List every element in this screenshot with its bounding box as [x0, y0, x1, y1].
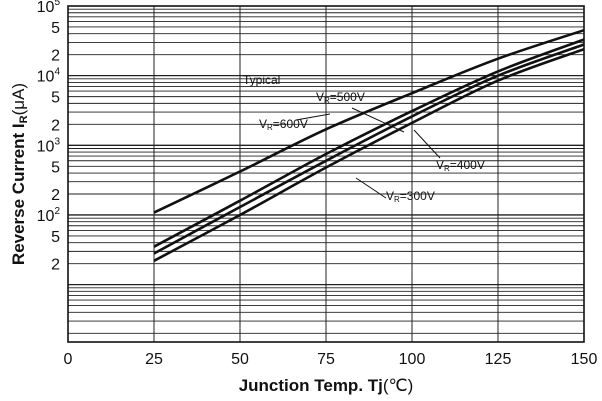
label-vr600: VR=600V — [259, 117, 308, 132]
x-tick-label-125: 125 — [485, 351, 512, 368]
y-tick-label-10000: 104 — [37, 67, 61, 86]
x-axis-title: Junction Temp. Tj(℃) — [239, 376, 414, 395]
y-tick-label-20: 2 — [51, 257, 60, 274]
y-tick-mantissa: 5 — [51, 20, 60, 37]
x-axis-title-unit: (℃) — [383, 376, 413, 395]
series-line-vr-600v — [153, 28, 585, 214]
leader-vr500 — [351, 107, 405, 133]
y-axis-title-unit: (μA) — [9, 83, 28, 115]
y-tick-mantissa: 2 — [51, 117, 60, 134]
y-tick-exponent: 5 — [54, 0, 60, 8]
x-tick-labels: 0 25 50 75 100 125 150 — [64, 351, 598, 368]
label-vr400-main: V — [436, 158, 444, 172]
label-vr400-sub: R — [444, 164, 450, 173]
y-tick-label-20000: 2 — [51, 48, 60, 65]
y-tick-label-100000: 105 — [37, 0, 61, 16]
label-vr300: VR=300V — [386, 189, 435, 204]
y-tick-mantissa: 10 — [37, 69, 55, 86]
y-tick-label-100: 102 — [37, 206, 61, 225]
leader-vr600 — [295, 113, 331, 121]
x-tick-label-75: 75 — [317, 351, 335, 368]
label-vr400: VR=400V — [436, 158, 485, 173]
plot-frame — [67, 5, 585, 343]
series-lines — [153, 28, 585, 262]
y-tick-label-50000: 5 — [51, 20, 60, 37]
x-axis-title-main: Junction Temp. Tj — [239, 376, 383, 395]
label-vr500-sub: R — [324, 96, 330, 105]
leader-vr400 — [413, 129, 441, 159]
y-tick-mantissa: 5 — [51, 229, 60, 246]
y-tick-mantissa: 2 — [51, 257, 60, 274]
y-tick-mantissa: 10 — [37, 138, 55, 155]
y-tick-mantissa: 2 — [51, 187, 60, 204]
x-tick-label-100: 100 — [399, 351, 426, 368]
series-line-vr-500v — [153, 38, 585, 248]
label-vr300-main: V — [386, 189, 394, 203]
y-axis-title-main: Reverse Current I — [9, 123, 28, 265]
series-line-vr-400v — [153, 43, 585, 255]
label-vr500: VR=500V — [316, 90, 365, 105]
y-tick-mantissa: 2 — [51, 48, 60, 65]
y-tick-label-1000: 103 — [37, 136, 61, 155]
label-vr300-sub: R — [394, 195, 400, 204]
grid-lines — [68, 6, 584, 342]
label-vr600-rest: =600V — [273, 117, 308, 131]
x-tick-label-150: 150 — [571, 351, 598, 368]
label-leader-lines — [295, 107, 441, 199]
y-tick-label-5000: 5 — [51, 90, 60, 107]
y-tick-mantissa: 10 — [37, 0, 55, 16]
y-tick-mantissa: 5 — [51, 90, 60, 107]
y-tick-label-50: 5 — [51, 229, 60, 246]
y-tick-label-500: 5 — [51, 159, 60, 176]
series-line-vr-300v — [153, 47, 585, 262]
annotation-typical: Typical — [243, 73, 280, 87]
label-vr600-main: V — [259, 117, 267, 131]
y-axis-title: Reverse Current IR(μA) — [9, 83, 30, 265]
x-tick-label-25: 25 — [145, 351, 163, 368]
y-tick-exponent: 3 — [54, 136, 60, 147]
y-tick-mantissa: 5 — [51, 159, 60, 176]
label-vr500-main: V — [316, 90, 324, 104]
y-tick-label-2000: 2 — [51, 117, 60, 134]
label-vr500-rest: =500V — [330, 90, 365, 104]
y-tick-label-200: 2 — [51, 187, 60, 204]
x-tick-label-50: 50 — [231, 351, 249, 368]
y-tick-exponent: 4 — [54, 67, 60, 78]
y-tick-mantissa: 10 — [37, 208, 55, 225]
y-tick-exponent: 2 — [54, 206, 60, 217]
label-vr300-rest: =300V — [400, 189, 435, 203]
label-vr600-sub: R — [267, 123, 273, 132]
label-vr400-rest: =400V — [450, 158, 485, 172]
y-axis-title-sub: R — [18, 115, 30, 123]
x-tick-label-0: 0 — [64, 351, 73, 368]
leader-vr300 — [355, 177, 387, 199]
